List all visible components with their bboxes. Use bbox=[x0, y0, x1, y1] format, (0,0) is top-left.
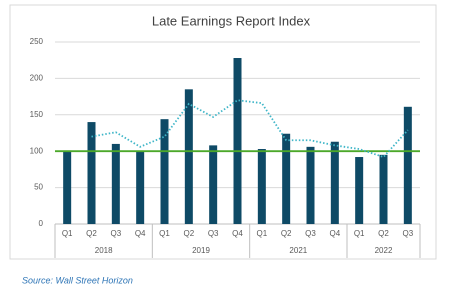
x-tick-label: Q4 bbox=[232, 229, 243, 238]
y-tick-label: 100 bbox=[30, 146, 44, 155]
x-tick-label: Q2 bbox=[378, 229, 389, 238]
bar bbox=[87, 122, 96, 224]
group-label: 2022 bbox=[375, 246, 393, 255]
x-tick-label: Q3 bbox=[208, 229, 219, 238]
y-tick-label: 200 bbox=[30, 74, 44, 83]
bar bbox=[136, 151, 145, 224]
bar bbox=[160, 119, 169, 224]
y-tick-label: 0 bbox=[39, 219, 44, 228]
bar bbox=[209, 145, 218, 224]
x-tick-label: Q2 bbox=[183, 229, 194, 238]
x-tick-label: Q3 bbox=[305, 229, 316, 238]
x-tick-label: Q1 bbox=[62, 229, 73, 238]
chart-title: Late Earnings Report Index bbox=[152, 13, 311, 28]
y-tick-label: 250 bbox=[30, 37, 44, 46]
y-tick-label: 150 bbox=[30, 110, 44, 119]
x-tick-label: Q1 bbox=[159, 229, 170, 238]
x-tick-label: Q3 bbox=[110, 229, 121, 238]
trend-line bbox=[91, 99, 409, 159]
bar bbox=[403, 106, 412, 224]
bar bbox=[111, 143, 120, 224]
x-tick-label: Q2 bbox=[86, 229, 97, 238]
bar bbox=[233, 58, 242, 225]
bar bbox=[282, 133, 291, 224]
bar bbox=[330, 141, 339, 224]
x-tick-label: Q3 bbox=[402, 229, 413, 238]
bar bbox=[355, 157, 364, 224]
y-tick-label: 50 bbox=[34, 183, 43, 192]
x-tick-label: Q1 bbox=[354, 229, 365, 238]
x-tick-label: Q1 bbox=[256, 229, 267, 238]
source: Source: Wall Street Horizon bbox=[22, 275, 133, 285]
bar bbox=[63, 150, 72, 224]
bar bbox=[257, 149, 266, 224]
group-label: 2018 bbox=[95, 246, 113, 255]
bar bbox=[379, 154, 388, 224]
group-label: 2021 bbox=[289, 246, 307, 255]
group-label: 2019 bbox=[192, 246, 210, 255]
x-tick-label: Q4 bbox=[329, 229, 340, 238]
chart-frame bbox=[9, 4, 437, 260]
x-tick-label: Q2 bbox=[281, 229, 292, 238]
x-tick-label: Q4 bbox=[135, 229, 146, 238]
bar bbox=[184, 89, 193, 224]
bar bbox=[306, 146, 315, 224]
